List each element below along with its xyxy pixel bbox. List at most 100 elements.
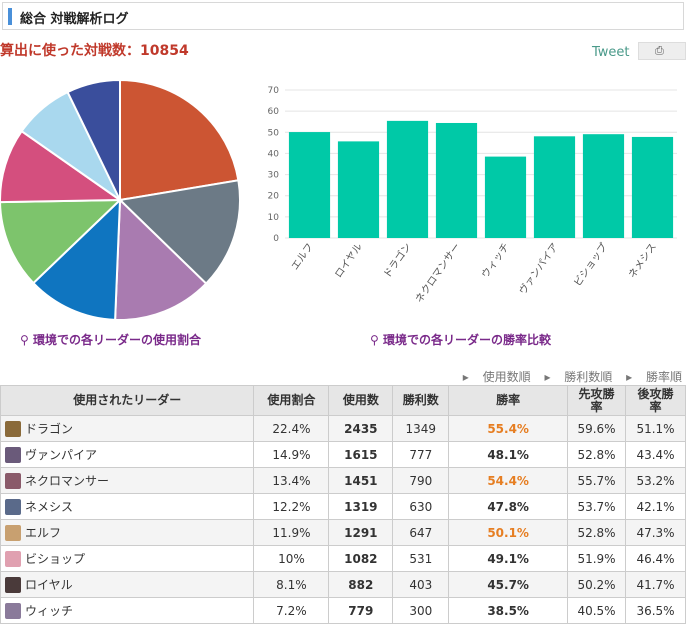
page-title: 総合 対戦解析ログ	[20, 12, 129, 27]
leader-avatar	[5, 447, 21, 464]
uses-cell: 779	[328, 597, 394, 624]
wins-cell: 777	[392, 441, 450, 468]
col-header-first[interactable]: 先攻勝率	[567, 385, 626, 416]
leader-name: エルフ	[25, 525, 62, 540]
page-header: 総合 対戦解析ログ	[2, 2, 684, 30]
first-rate-cell: 50.2%	[567, 571, 626, 598]
pie-slice-0[interactable]	[119, 80, 240, 202]
bar-1[interactable]	[337, 141, 380, 238]
pie-slice-1[interactable]	[117, 179, 240, 285]
wins-cell: 790	[392, 467, 450, 494]
x-tick-label: ネクロマンサー	[413, 241, 463, 305]
map-pin-icon: ⚲	[370, 333, 379, 347]
table-row: ウィッチ 7.2% 779 300 38.5% 40.5% 36.5%	[0, 597, 686, 624]
rate-cell: 49.1%	[448, 545, 569, 572]
first-rate-cell: 51.9%	[567, 545, 626, 572]
y-tick-label: 50	[268, 128, 280, 138]
leader-name: ネメシス	[25, 499, 74, 514]
pie-slice-7[interactable]	[66, 80, 121, 201]
pie-slice-4[interactable]	[0, 198, 123, 285]
uses-cell: 1615	[328, 441, 394, 468]
uses-cell: 1451	[328, 467, 394, 494]
x-tick-label: ウィッチ	[479, 241, 512, 281]
leader-avatar	[5, 577, 21, 594]
leader-avatar	[5, 551, 21, 568]
table-row: ドラゴン 22.4% 2435 1349 55.4% 59.6% 51.1%	[0, 415, 686, 442]
leader-name: ヴァンパイア	[25, 447, 98, 462]
table-header-row: 使用されたリーダー 使用割合 使用数 勝利数 勝率 先攻勝率 後攻勝率	[0, 385, 686, 416]
y-tick-label: 40	[268, 149, 280, 159]
share-cell: 11.9%	[253, 519, 330, 546]
bar-5[interactable]	[533, 136, 576, 238]
x-tick-label: ロイヤル	[333, 241, 365, 280]
uses-cell: 1291	[328, 519, 394, 546]
share-cell: 13.4%	[253, 467, 330, 494]
share-cell: 14.9%	[253, 441, 330, 468]
rate-cell: 55.4%	[448, 415, 569, 442]
first-rate-cell: 40.5%	[567, 597, 626, 624]
table-row: ネクロマンサー 13.4% 1451 790 54.4% 55.7% 53.2%	[0, 467, 686, 494]
match-count-label: 算出に使った対戦数：10854	[0, 43, 189, 59]
uses-cell: 2435	[328, 415, 394, 442]
col-header-wins[interactable]: 勝利数	[392, 385, 450, 416]
wins-cell: 531	[392, 545, 450, 572]
x-tick-label: ネメシス	[626, 241, 659, 281]
second-rate-cell: 41.7%	[625, 571, 686, 598]
second-rate-cell: 47.3%	[625, 519, 686, 546]
x-tick-label: ビショップ	[571, 241, 610, 289]
second-rate-cell: 46.4%	[625, 545, 686, 572]
second-rate-cell: 42.1%	[625, 493, 686, 520]
uses-cell: 882	[328, 571, 394, 598]
first-rate-cell: 52.8%	[567, 519, 626, 546]
bar-caption-text: 環境での各リーダーの勝率比較	[382, 333, 551, 347]
pie-slice-2[interactable]	[114, 197, 208, 320]
first-rate-cell: 52.8%	[567, 441, 626, 468]
bar-3[interactable]	[435, 122, 478, 238]
pie-slice-5[interactable]	[0, 129, 124, 204]
col-header-second[interactable]: 後攻勝率	[625, 385, 686, 416]
bar-0[interactable]	[288, 132, 331, 238]
table-row: エルフ 11.9% 1291 647 50.1% 52.8% 47.3%	[0, 519, 686, 546]
col-header-uses[interactable]: 使用数	[328, 385, 394, 416]
sort-by-rate-link[interactable]: ▸ 勝率順	[626, 370, 682, 384]
y-tick-label: 0	[273, 234, 279, 244]
leader-cell: ビショップ	[0, 545, 255, 572]
bar-4[interactable]	[484, 156, 527, 238]
leader-avatar	[5, 473, 21, 490]
sort-links: ▸ 使用数順 ▸ 勝利数順 ▸ 勝率順	[453, 368, 682, 385]
first-rate-cell: 53.7%	[567, 493, 626, 520]
bar-6[interactable]	[582, 134, 625, 238]
sort-by-uses-link[interactable]: ▸ 使用数順	[462, 370, 531, 384]
col-header-share[interactable]: 使用割合	[253, 385, 330, 416]
share-cell: 8.1%	[253, 571, 330, 598]
bar-2[interactable]	[386, 120, 429, 238]
pie-chart-caption: ⚲ 環境での各リーダーの使用割合	[20, 331, 201, 348]
second-rate-cell: 53.2%	[625, 467, 686, 494]
wins-cell: 1349	[392, 415, 450, 442]
col-header-rate[interactable]: 勝率	[448, 385, 569, 416]
leader-name: ネクロマンサー	[25, 473, 110, 488]
wins-cell: 647	[392, 519, 450, 546]
y-tick-label: 20	[268, 192, 280, 202]
x-tick-label: ヴァンパイア	[516, 240, 561, 297]
sort-by-wins-link[interactable]: ▸ 勝利数順	[544, 370, 613, 384]
rate-cell: 48.1%	[448, 441, 569, 468]
share-cell: 12.2%	[253, 493, 330, 520]
share-button[interactable]: ⎙	[638, 42, 686, 60]
y-tick-label: 60	[268, 107, 280, 117]
col-header-leader[interactable]: 使用されたリーダー	[0, 385, 255, 416]
share-cell: 7.2%	[253, 597, 330, 624]
leader-cell: ウィッチ	[0, 597, 255, 624]
tweet-link[interactable]: Tweet	[592, 45, 630, 60]
pie-slice-3[interactable]	[31, 197, 122, 320]
table-row: ネメシス 12.2% 1319 630 47.8% 53.7% 42.1%	[0, 493, 686, 520]
map-pin-icon: ⚲	[20, 333, 29, 347]
wins-cell: 403	[392, 571, 450, 598]
bar-7[interactable]	[631, 136, 674, 238]
bar-chart-caption: ⚲ 環境での各リーダーの勝率比較	[370, 331, 551, 348]
leader-name: ウィッチ	[25, 603, 74, 618]
leader-avatar	[5, 603, 21, 620]
leader-winrate-bar-chart: 0 10 20 30 40 50 60 70 エルフ ロイヤル ドラゴン ネクロマンサー ウィッチ ヴァン…	[268, 86, 677, 305]
table-row: ロイヤル 8.1% 882 403 45.7% 50.2% 41.7%	[0, 571, 686, 598]
leader-cell: ネクロマンサー	[0, 467, 255, 494]
